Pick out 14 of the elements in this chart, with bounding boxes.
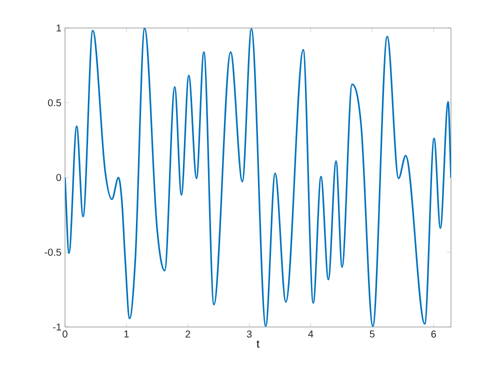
x-tick-label: 4 <box>308 330 314 338</box>
x-tick-label: 1 <box>124 330 129 338</box>
x-tick-label: 3 <box>246 330 252 338</box>
x-tick-label: 5 <box>370 330 375 338</box>
y-tick-label: 0 <box>56 174 62 182</box>
x-axis-title: t <box>256 340 260 348</box>
x-tick-label: 0 <box>62 330 68 338</box>
y-tick-label: 0.5 <box>48 99 62 106</box>
y-tick-label: 1 <box>56 24 61 32</box>
line-series <box>65 28 452 327</box>
x-tick-label: 2 <box>186 330 190 338</box>
y-tick-label: -0.5 <box>44 248 62 256</box>
x-tick-label: 6 <box>431 330 436 338</box>
y-tick-label: -1 <box>53 324 61 330</box>
